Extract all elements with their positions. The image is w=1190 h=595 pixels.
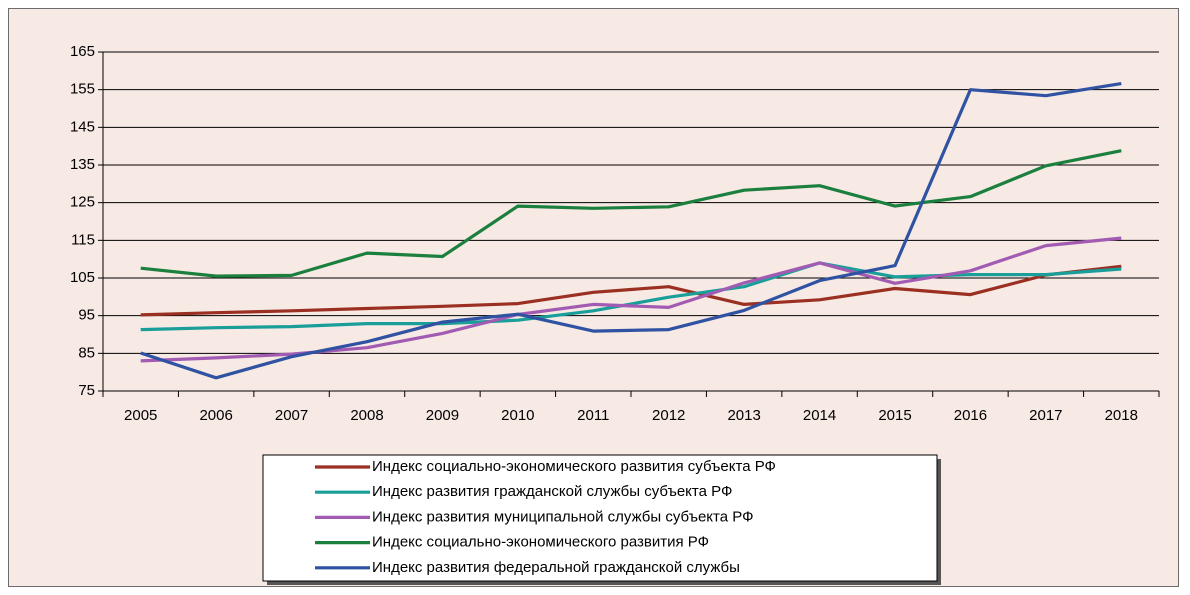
x-tick-label: 2007: [275, 407, 308, 424]
legend-text: Индекс развития муниципальной службы суб…: [372, 508, 753, 525]
series-line: [140, 264, 1122, 317]
y-tick-label: 95: [78, 307, 95, 324]
y-tick-label: 145: [70, 118, 95, 135]
x-tick-label: 2011: [577, 407, 609, 424]
legend-text: Индекс развития федеральной гражданской …: [372, 559, 740, 576]
x-tick-label: 2017: [1029, 407, 1062, 424]
series-line: [140, 149, 1122, 278]
legend-text: Индекс социально-экономического развития…: [372, 534, 709, 551]
y-tick-label: 105: [70, 269, 95, 286]
y-tick-label: 165: [70, 43, 95, 60]
y-tick-label: 135: [70, 156, 95, 173]
x-tick-label: 2014: [803, 407, 836, 424]
x-tick-label: 2018: [1105, 407, 1138, 424]
y-tick-label: 115: [71, 231, 95, 248]
x-tick-label: 2012: [652, 407, 685, 424]
x-tick-label: 2006: [199, 407, 232, 424]
series-line: [140, 261, 1122, 332]
y-tick-label: 125: [70, 194, 95, 211]
x-tick-label: 2010: [501, 407, 534, 424]
x-tick-label: 2016: [954, 407, 987, 424]
x-tick-label: 2005: [124, 407, 157, 424]
series-line: [140, 82, 1122, 380]
x-tick-label: 2015: [878, 407, 911, 424]
legend-text: Индекс развития гражданской службы субъе…: [372, 483, 732, 500]
y-tick-label: 155: [70, 81, 95, 98]
x-tick-label: 2008: [350, 407, 383, 424]
legend: [262, 454, 938, 582]
legend-text: Индекс социально-экономического развития…: [372, 458, 776, 475]
x-tick-label: 2013: [727, 407, 760, 424]
x-tick-label: 2009: [426, 407, 459, 424]
y-tick-label: 75: [78, 382, 95, 399]
y-tick-label: 85: [78, 344, 95, 361]
